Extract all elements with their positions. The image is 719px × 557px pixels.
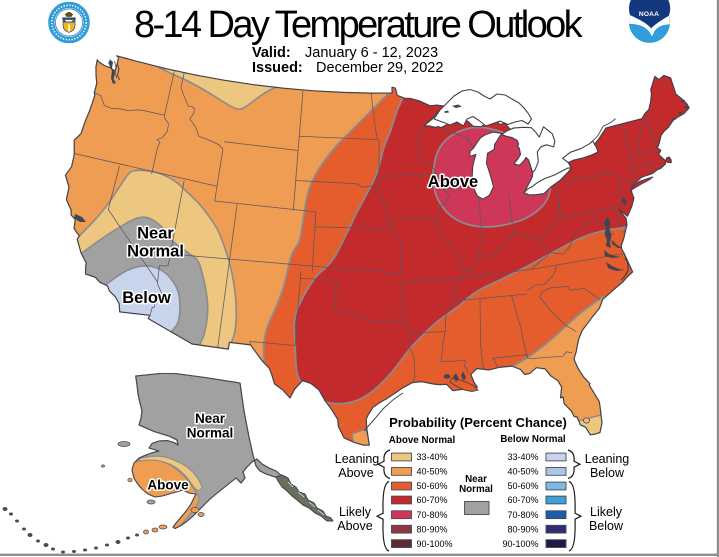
svg-text:Below: Below bbox=[590, 466, 625, 480]
svg-text:50-60%: 50-60% bbox=[507, 481, 538, 491]
svg-text:90-100%: 90-100% bbox=[502, 539, 538, 549]
svg-text:50-60%: 50-60% bbox=[417, 481, 448, 491]
svg-text:70-80%: 70-80% bbox=[507, 510, 538, 520]
svg-text:Issued: December 29, 2022: Issued: December 29, 2022 bbox=[252, 60, 443, 76]
svg-text:80-90%: 80-90% bbox=[507, 524, 538, 534]
svg-text:80-90%: 80-90% bbox=[417, 524, 448, 534]
svg-text:Near: Near bbox=[195, 411, 226, 426]
svg-text:90-100%: 90-100% bbox=[417, 539, 453, 549]
svg-text:Above: Above bbox=[147, 478, 189, 493]
svg-text:Below: Below bbox=[589, 519, 624, 533]
svg-text:33-40%: 33-40% bbox=[507, 452, 538, 462]
svg-text:Leaning: Leaning bbox=[335, 452, 380, 466]
svg-text:Normal: Normal bbox=[459, 484, 493, 495]
svg-text:40-50%: 40-50% bbox=[507, 467, 538, 477]
svg-text:Above: Above bbox=[337, 519, 372, 533]
svg-text:Normal: Normal bbox=[127, 243, 184, 261]
svg-text:8-14 Day Temperature Outlook: 8-14 Day Temperature Outlook bbox=[134, 4, 584, 46]
svg-text:Above: Above bbox=[428, 173, 478, 191]
svg-text:Near: Near bbox=[137, 225, 174, 243]
svg-text:60-70%: 60-70% bbox=[417, 495, 448, 505]
svg-text:Probability (Percent Chance): Probability (Percent Chance) bbox=[389, 415, 567, 430]
svg-text:Likely: Likely bbox=[339, 505, 372, 519]
svg-text:Near: Near bbox=[465, 474, 487, 485]
svg-text:Likely: Likely bbox=[590, 505, 623, 519]
svg-text:Normal: Normal bbox=[187, 426, 234, 441]
svg-text:Below Normal: Below Normal bbox=[500, 434, 566, 445]
svg-text:Leaning: Leaning bbox=[585, 452, 630, 466]
svg-text:Below: Below bbox=[122, 289, 171, 307]
svg-text:Valid: January 6 - 12, 2023: Valid: January 6 - 12, 2023 bbox=[252, 45, 438, 61]
svg-text:33-40%: 33-40% bbox=[417, 452, 448, 462]
svg-text:Above: Above bbox=[338, 466, 373, 480]
svg-text:Above Normal: Above Normal bbox=[389, 435, 456, 446]
svg-text:NOAA: NOAA bbox=[639, 11, 659, 18]
svg-text:70-80%: 70-80% bbox=[417, 510, 448, 520]
svg-text:60-70%: 60-70% bbox=[507, 495, 538, 505]
svg-text:40-50%: 40-50% bbox=[417, 467, 448, 477]
